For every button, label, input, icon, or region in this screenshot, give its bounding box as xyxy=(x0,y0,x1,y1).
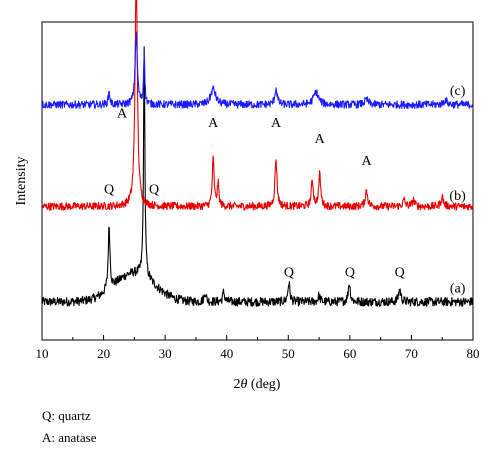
series-tag: (b) xyxy=(449,189,466,204)
series-line-1 xyxy=(41,46,474,307)
axes: 10 20 30 40 50 60 70 80 xyxy=(36,335,480,361)
x-tick-label: 10 xyxy=(36,346,49,361)
peak-label: A xyxy=(271,116,282,131)
series-tag: (a) xyxy=(450,281,466,296)
x-tick-label: 80 xyxy=(467,346,480,361)
peak-label: A xyxy=(315,132,326,147)
series-tag: (c) xyxy=(450,84,466,99)
x-axis-label: 2θ (deg) xyxy=(234,377,281,392)
x-tick-label: 20 xyxy=(97,346,110,361)
x-tick-label: 50 xyxy=(282,346,295,361)
x-axis-label-unit: (deg) xyxy=(247,377,280,392)
peak-label: Q xyxy=(104,183,114,198)
x-axis-label-prefix: 2 xyxy=(234,377,241,392)
peak-label: Q xyxy=(395,265,405,280)
x-tick-label: 40 xyxy=(220,346,233,361)
note-anatase: A: anatase xyxy=(42,430,97,445)
note-quartz: Q: quartz xyxy=(42,408,91,423)
peak-label: Q xyxy=(345,265,355,280)
x-tick-label: 70 xyxy=(405,346,418,361)
plot-frame xyxy=(41,21,474,341)
peak-label: Q xyxy=(149,183,159,198)
phase-legend: Q: quartz A: anatase xyxy=(42,405,97,449)
plot-area-border xyxy=(41,21,474,341)
series-line-2 xyxy=(41,0,474,211)
series-line-3 xyxy=(41,31,474,109)
y-axis-label: Intensity xyxy=(14,157,29,206)
x-axis-label-theta: θ xyxy=(241,377,248,392)
peak-label: Q xyxy=(284,265,294,280)
peak-label: A xyxy=(208,116,219,131)
peak-labels: Q Q Q Q Q (a) A A A A A (b) (c) xyxy=(104,84,466,296)
peak-label: A xyxy=(117,106,128,121)
series-layer xyxy=(41,0,474,307)
peak-label: A xyxy=(361,154,372,169)
x-tick-label: 60 xyxy=(343,346,356,361)
x-tick-label: 30 xyxy=(159,346,172,361)
